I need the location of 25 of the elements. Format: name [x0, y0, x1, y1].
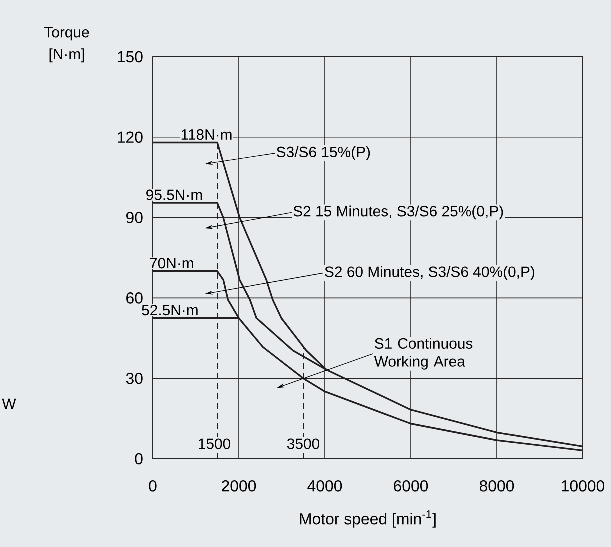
- annotation: 118N·m: [182, 129, 232, 140]
- text: W: [2, 398, 16, 410]
- y-tick-label: 150: [118, 51, 143, 63]
- annotation: 3500: [287, 438, 320, 450]
- y-tick-label: 60: [126, 292, 143, 304]
- y-tick-label: 0: [135, 453, 143, 465]
- x-tick-label: 10000: [562, 480, 605, 492]
- y-tick-label: 90: [126, 212, 143, 224]
- x-tick-label: 8000: [480, 480, 514, 492]
- annotation: S1 Continuous Working Area: [374, 338, 473, 370]
- x-tick-label: 0: [149, 480, 157, 492]
- annotation: 70N·m: [150, 258, 194, 269]
- y-axis-title: Torque [N·m]: [44, 27, 90, 63]
- annotation: 1500: [199, 438, 231, 450]
- annotation: 52.5N·m: [142, 305, 198, 316]
- y-tick-label: 30: [126, 372, 143, 384]
- annotation: S2 15 Minutes, S3/S6 25%(0,P): [294, 206, 504, 220]
- x-axis-title: Motor speed [min$^{-1}$]: [300, 510, 436, 528]
- x-tick-label: 6000: [394, 480, 428, 492]
- annotation: S2 60 Minutes, S3/S6 40%(0,P): [325, 266, 535, 280]
- annotation: 95.5N·m: [146, 190, 202, 200]
- y-tick-label: 120: [118, 132, 143, 144]
- x-tick-label: 4000: [308, 480, 342, 492]
- annotation: S3/S6 15%(P): [276, 146, 370, 160]
- x-tick-label: 2000: [222, 480, 256, 492]
